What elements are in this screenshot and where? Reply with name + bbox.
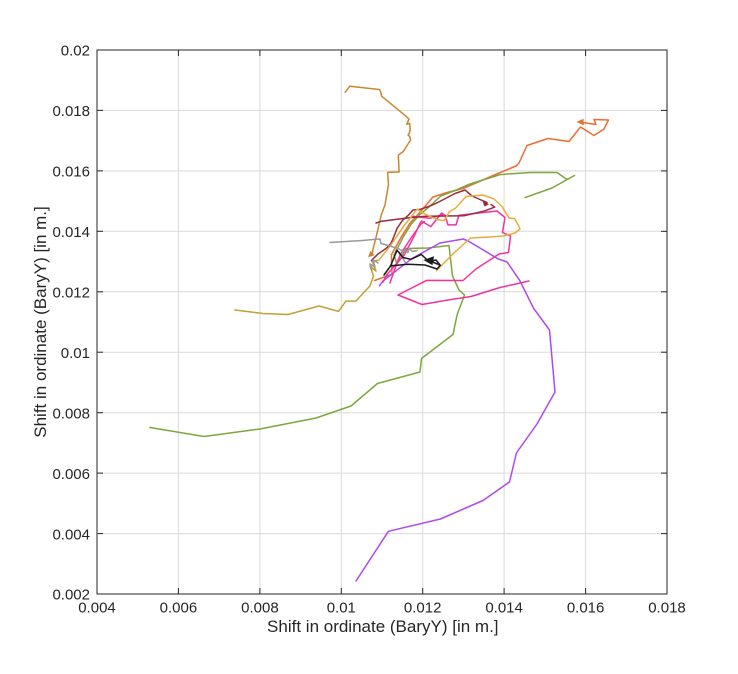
svg-text:0.014: 0.014: [52, 224, 90, 241]
svg-text:0.006: 0.006: [160, 600, 198, 617]
svg-text:Shift in ordinate (BaryY) [in: Shift in ordinate (BaryY) [in m.]: [31, 206, 50, 437]
svg-text:0.014: 0.014: [485, 600, 523, 617]
svg-text:0.008: 0.008: [52, 405, 90, 422]
svg-text:0.012: 0.012: [52, 285, 90, 302]
svg-text:0.008: 0.008: [241, 600, 279, 617]
svg-text:0.016: 0.016: [52, 164, 90, 181]
svg-text:0.018: 0.018: [52, 103, 90, 120]
svg-text:0.004: 0.004: [78, 600, 116, 617]
svg-text:0.012: 0.012: [404, 600, 442, 617]
svg-text:0.01: 0.01: [327, 600, 356, 617]
svg-text:0.004: 0.004: [52, 526, 90, 543]
svg-text:0.01: 0.01: [61, 345, 90, 362]
svg-text:0.02: 0.02: [61, 43, 90, 60]
svg-text:Shift in ordinate (BaryY) [in: Shift in ordinate (BaryY) [in m.]: [267, 617, 498, 636]
svg-text:0.018: 0.018: [648, 600, 686, 617]
svg-text:0.016: 0.016: [567, 600, 605, 617]
svg-text:0.006: 0.006: [52, 466, 90, 483]
svg-text:0.002: 0.002: [52, 587, 90, 604]
